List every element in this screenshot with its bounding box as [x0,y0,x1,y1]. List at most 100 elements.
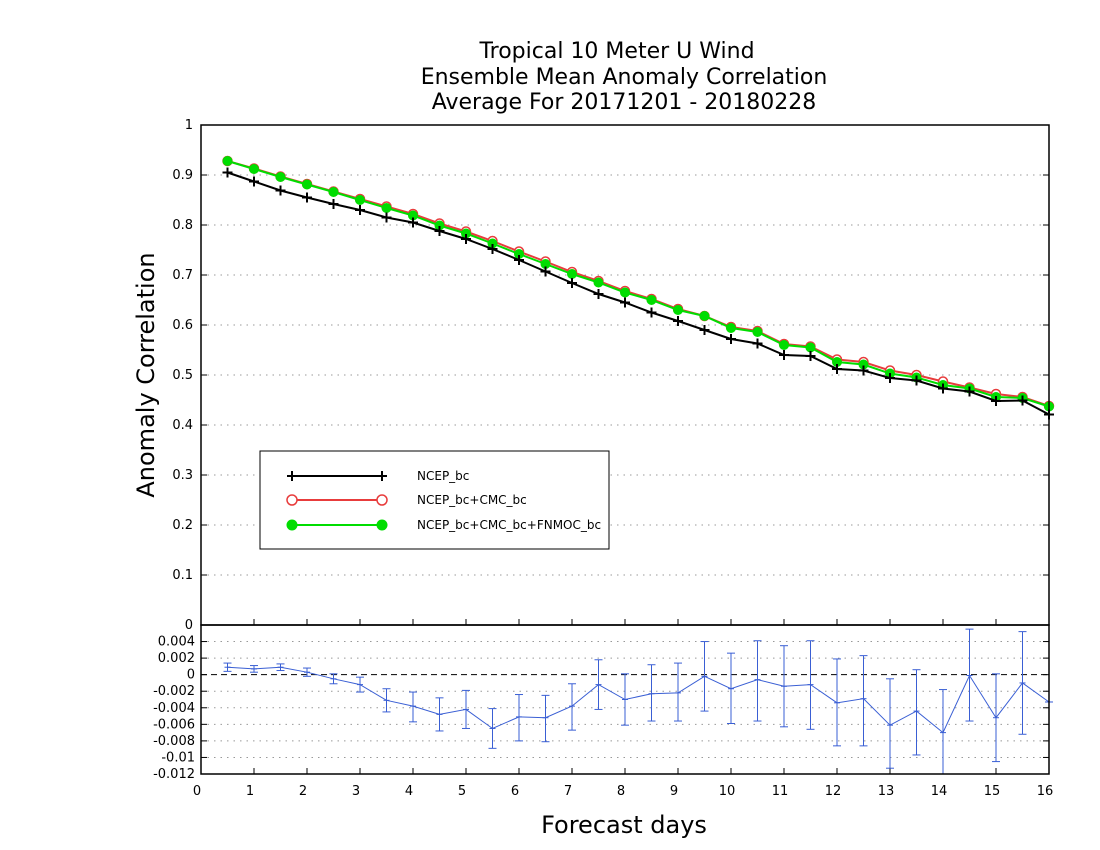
legend-label-ncep-cmc-fnmoc: NCEP_bc+CMC_bc+FNMOC_bc [417,518,601,532]
data-point-ncep_cmc_fnmoc [540,259,551,269]
data-point-ncep [1017,395,1028,406]
data-point-ncep_cmc_fnmoc [699,311,710,321]
data-point-ncep_cmc_fnmoc [805,342,816,353]
data-point-ncep [222,167,233,178]
y-tick-label: 0.6 [172,318,193,333]
y-tick-label: -0.006 [153,717,195,732]
difference-series [223,628,1053,775]
data-point-ncep [381,212,392,223]
data-point-ncep [249,176,259,187]
legend: NCEP_bc NCEP_bc+CMC_bc NCEP_bc+CMC_bc+FN… [259,450,610,550]
data-point-ncep_cmc_fnmoc [858,359,869,370]
data-point-ncep [858,365,869,376]
difference-line [227,666,1050,734]
data-point-ncep_cmc_fnmoc [726,323,736,333]
data-point-ncep_cmc_fnmoc [752,327,763,337]
data-point-ncep_cmc_fnmoc [381,203,392,213]
data-point-ncep [620,297,630,308]
data-point-ncep [964,386,975,397]
data-point-ncep_cmc_fnmoc [275,172,286,182]
data-point-ncep [726,334,736,344]
y-tick-label: 0 [185,618,193,633]
data-point-ncep_cmc_fnmoc [222,156,233,166]
bottom-panel-frame [200,624,1050,775]
legend-label-ncep-cmc: NCEP_bc+CMC_bc [417,493,527,507]
x-axis-ticks: 0 1 2 3 4 5 6 7 8 9 10 11 12 13 14 15 16 [193,619,1053,799]
top-panel-grid [201,174,1049,576]
chart-title-line-2: Ensemble Mean Anomaly Correlation [421,65,828,90]
y-tick-label: -0.004 [153,701,195,716]
data-point-ncep_cmc_fnmoc [620,287,630,298]
y-tick-label: 0.1 [172,568,193,583]
data-point-ncep_cmc_fnmoc [408,210,418,221]
data-point-ncep_cmc_fnmoc [302,179,312,190]
data-point-ncep [487,244,498,254]
y-tick-label: 0.5 [172,368,193,383]
x-tick-label: 13 [878,784,895,799]
data-point-ncep [461,234,471,244]
data-point-ncep_cmc_fnmoc [779,340,789,350]
x-tick-label: 16 [1037,784,1054,799]
x-tick-label: 11 [772,784,789,799]
data-point-ncep [275,185,286,196]
data-point-ncep [434,226,445,236]
x-tick-label: 3 [352,784,360,799]
legend-marker-ncep-cmc-fnmoc-left [286,519,298,531]
data-point-ncep_cmc_fnmoc [832,357,842,367]
data-point-ncep [646,307,657,318]
data-point-ncep_cmc_fnmoc [328,187,339,197]
x-tick-label: 8 [617,784,625,799]
y-tick-label: -0.012 [153,767,195,782]
y-tick-label: 0.7 [172,268,193,283]
top-panel-y-ticks: 0 0.1 0.2 0.3 0.4 0.5 0.6 0.7 0.8 0.9 1 [172,118,1049,633]
data-point-ncep [699,325,710,335]
x-tick-label: 1 [246,784,254,799]
x-tick-label: 12 [825,784,842,799]
legend-label-ncep: NCEP_bc [417,469,469,483]
y-tick-label: 0.8 [172,218,193,233]
data-point-ncep [514,255,524,265]
y-tick-label: -0.01 [161,750,195,765]
data-point-ncep_cmc_fnmoc [487,238,498,249]
data-point-ncep [832,364,842,374]
data-point-ncep [328,199,339,209]
data-point-ncep [779,350,789,360]
y-tick-label: 0.2 [172,518,193,533]
data-point-ncep_cmc_fnmoc [434,220,445,231]
chart-title-line-3: Average For 20171201 - 20180228 [432,90,817,115]
x-tick-label: 4 [405,784,413,799]
y-tick-label: -0.002 [153,684,195,699]
data-point-ncep_cmc_fnmoc [249,164,259,174]
data-point-ncep_cmc_fnmoc [593,277,604,288]
data-point-ncep [567,278,577,288]
legend-marker-ncep [287,471,387,481]
data-point-ncep [408,217,418,228]
anomaly-correlation-series [222,155,1055,420]
x-tick-label: 10 [719,784,736,799]
data-point-ncep_cmc_fnmoc [673,305,683,315]
data-point-ncep [938,383,948,394]
data-point-ncep [540,266,551,277]
data-point-ncep_cmc_fnmoc [355,195,365,205]
x-tick-label: 2 [299,784,307,799]
y-tick-label: -0.008 [153,734,195,749]
data-point-ncep_cmc_fnmoc [514,249,524,259]
data-point-ncep_cmc_fnmoc [461,228,471,239]
y-axis-label: Anomaly Correlation [132,252,160,497]
data-point-ncep [752,338,763,349]
x-tick-label: 7 [564,784,572,799]
legend-marker-ncep-cmc-fnmoc-right [376,519,388,531]
data-point-ncep [673,316,683,326]
x-tick-label: 9 [670,784,678,799]
data-point-ncep_cmc_fnmoc [567,269,577,279]
data-point-ncep [355,205,365,215]
x-axis-label: Forecast days [541,811,707,839]
y-tick-label: 0 [187,668,195,683]
data-point-ncep [911,375,922,386]
y-tick-label: 0.004 [158,635,195,650]
x-tick-label: 0 [193,784,201,799]
chart-title-line-1: Tropical 10 Meter U Wind [478,39,754,64]
x-tick-label: 6 [511,784,519,799]
